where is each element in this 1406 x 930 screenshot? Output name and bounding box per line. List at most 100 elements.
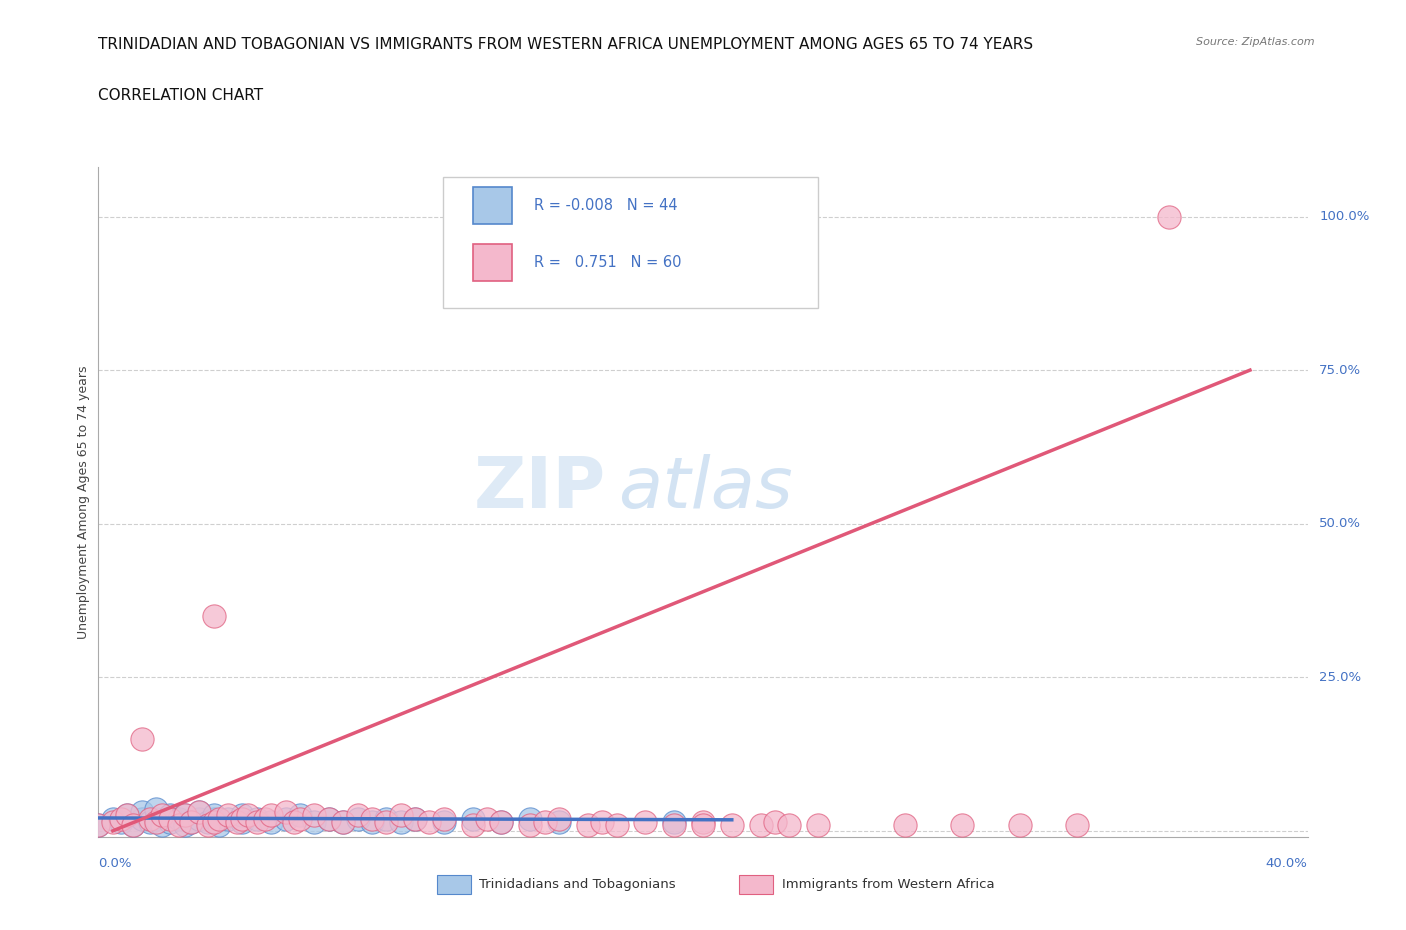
Point [274, 805, 297, 820]
Point [159, 808, 181, 823]
Point [389, 814, 412, 829]
Point [236, 808, 259, 823]
Bar [474, 245, 512, 281]
Point [634, 814, 657, 829]
Point [115, 808, 138, 823]
Point [491, 814, 513, 829]
Point [461, 817, 484, 832]
Point [173, 808, 195, 823]
Point [807, 817, 830, 832]
Point [332, 814, 354, 829]
Point [159, 811, 181, 826]
Point [139, 811, 162, 826]
Point [246, 811, 269, 826]
Point [101, 814, 124, 829]
Point [131, 731, 153, 746]
Text: 25.0%: 25.0% [1319, 671, 1361, 684]
Point [763, 814, 786, 829]
Point [418, 814, 440, 829]
Text: CORRELATION CHART: CORRELATION CHART [98, 88, 263, 103]
Point [139, 814, 162, 829]
Text: R =   0.751   N = 60: R = 0.751 N = 60 [534, 256, 682, 271]
Text: 0.0%: 0.0% [98, 857, 132, 870]
Point [188, 805, 211, 820]
FancyBboxPatch shape [443, 178, 818, 308]
Bar [474, 188, 512, 224]
Point [202, 608, 225, 623]
Point [283, 814, 305, 829]
Text: 100.0%: 100.0% [1319, 210, 1369, 223]
Point [893, 817, 915, 832]
Point [404, 811, 426, 826]
Point [519, 817, 541, 832]
Text: ZIP: ZIP [474, 455, 606, 524]
Point [274, 811, 297, 826]
Point [101, 811, 124, 826]
Point [692, 817, 714, 832]
Point [197, 817, 219, 832]
Point [1008, 817, 1031, 832]
Point [461, 811, 484, 826]
Text: Immigrants from Western Africa: Immigrants from Western Africa [782, 878, 994, 891]
Point [389, 808, 412, 823]
Point [145, 811, 167, 826]
Point [548, 814, 571, 829]
Point [167, 811, 190, 826]
Point [375, 814, 398, 829]
Point [254, 811, 277, 826]
Point [87, 817, 110, 832]
Point [131, 811, 153, 826]
Y-axis label: Unemployment Among Ages 65 to 74 years: Unemployment Among Ages 65 to 74 years [77, 365, 90, 639]
Point [122, 817, 145, 832]
Text: Source: ZipAtlas.com: Source: ZipAtlas.com [1197, 37, 1315, 47]
Point [1066, 817, 1088, 832]
Bar [740, 875, 773, 894]
Point [433, 811, 456, 826]
Point [180, 814, 202, 829]
Text: 40.0%: 40.0% [1265, 857, 1308, 870]
Point [110, 811, 132, 826]
Point [749, 817, 772, 832]
Point [145, 802, 167, 817]
Text: atlas: atlas [619, 455, 793, 524]
Point [318, 811, 340, 826]
Bar [474, 188, 512, 224]
Point [304, 814, 326, 829]
Bar [474, 245, 512, 281]
Point [217, 811, 239, 826]
Point [188, 811, 211, 826]
Point [225, 814, 247, 829]
Point [304, 808, 326, 823]
Point [122, 817, 145, 832]
Point [318, 811, 340, 826]
Point [208, 817, 231, 832]
Point [217, 808, 239, 823]
Point [288, 808, 311, 823]
Point [475, 811, 498, 826]
Point [260, 808, 283, 823]
Point [332, 814, 354, 829]
Point [664, 817, 686, 832]
Point [145, 814, 167, 829]
Bar [437, 875, 471, 894]
Point [433, 814, 456, 829]
Point [202, 811, 225, 826]
Point [664, 814, 686, 829]
Point [375, 811, 398, 826]
Point [606, 817, 628, 832]
Point [491, 814, 513, 829]
Point [361, 814, 384, 829]
Point [591, 814, 613, 829]
Point [180, 814, 202, 829]
Point [167, 817, 190, 832]
Text: R = -0.008   N = 44: R = -0.008 N = 44 [534, 198, 678, 213]
Point [246, 814, 269, 829]
Point [346, 811, 368, 826]
Point [950, 817, 973, 832]
Point [533, 814, 555, 829]
Text: 50.0%: 50.0% [1319, 517, 1361, 530]
Point [150, 817, 173, 832]
Text: Trinidadians and Tobagonians: Trinidadians and Tobagonians [479, 878, 676, 891]
Point [110, 814, 132, 829]
Point [202, 808, 225, 823]
